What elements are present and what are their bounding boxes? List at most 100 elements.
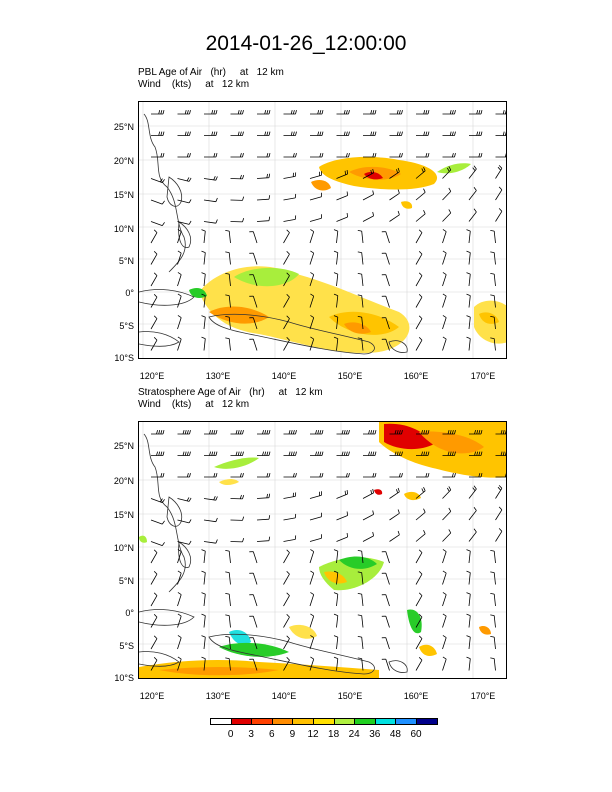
wind-barb (257, 429, 271, 435)
wind-barb (442, 293, 447, 308)
wind-barb (357, 636, 364, 650)
pbl-patch-small (401, 201, 413, 209)
wind-barb (333, 656, 339, 671)
wind-barb (309, 336, 315, 351)
wind-barb (442, 131, 456, 136)
wind-barb (177, 519, 192, 524)
wind-barb (150, 294, 158, 308)
wind-barb (415, 188, 426, 201)
pbl-plume-north-max (364, 171, 383, 180)
pbl-plume-se (329, 311, 399, 335)
wind-barb (225, 550, 231, 564)
colorbar-box (271, 718, 294, 725)
wind-barb (415, 549, 423, 564)
colorbar-label: 6 (269, 729, 275, 740)
wind-barb (150, 541, 165, 546)
wind-barb (466, 272, 471, 287)
wind-barb (495, 473, 506, 478)
wind-barb (442, 187, 452, 201)
colorbar-box (292, 718, 314, 725)
wind-barb (415, 294, 423, 308)
wind-barb (490, 636, 496, 650)
wind-barb (225, 636, 231, 650)
wind-barb (177, 293, 182, 308)
wind-barb (357, 550, 364, 564)
wind-barb (466, 315, 471, 330)
pbl-plume-ne (437, 163, 471, 174)
wind-barb (389, 429, 403, 435)
wind-barb (333, 272, 339, 287)
figure-title: 2014-01-26_12:00:00 (205, 32, 407, 55)
wind-barb (177, 229, 182, 244)
wind-barb (225, 251, 231, 265)
y-tick-15n: 15°N (113, 190, 134, 200)
wind-barb (495, 208, 503, 222)
strat-plume-ne-red (384, 423, 434, 450)
wind-barb (389, 167, 400, 179)
colorbar-box (354, 718, 376, 725)
wind-barb (283, 152, 297, 158)
stratosphere-map-svg (139, 422, 506, 678)
wind-barb (283, 657, 290, 671)
wind-barb (309, 171, 322, 179)
wind-barb (257, 472, 271, 478)
wind-barb (283, 614, 290, 628)
wind-barb (283, 315, 290, 330)
wind-barb (204, 472, 218, 478)
wind-barb (201, 613, 206, 628)
wind-barb (495, 451, 506, 456)
wind-barb (415, 635, 423, 650)
wind-barb (362, 190, 374, 201)
y-tick-0: 0° (125, 608, 134, 618)
wind-barb (150, 592, 158, 607)
wind-barb (283, 492, 297, 499)
wind-barb (336, 131, 350, 136)
wind-barb (177, 199, 192, 204)
wind-barb (151, 429, 165, 435)
colorbar-label: 48 (389, 729, 401, 740)
wind-barb (177, 131, 191, 136)
wind-barb (466, 293, 471, 308)
wind-barb (151, 472, 165, 478)
wind-barb (257, 451, 271, 456)
y-tick-20n: 20°N (113, 156, 134, 166)
wind-barb (469, 451, 483, 456)
wind-barb (389, 530, 400, 542)
wind-barb (495, 506, 503, 521)
wind-barb (333, 250, 339, 265)
strat-streak-nw2 (219, 479, 239, 485)
wind-barb (442, 613, 447, 628)
wind-barb (309, 491, 322, 499)
wind-barb (201, 592, 206, 607)
wind-barb (333, 229, 339, 244)
wind-barb (230, 516, 245, 521)
wind-barb (309, 192, 322, 201)
wind-barb (490, 337, 496, 351)
wind-barb (490, 593, 496, 607)
wind-barb (257, 131, 271, 136)
wind-barb (201, 272, 206, 287)
wind-barb (336, 109, 350, 115)
wind-barb (225, 230, 231, 244)
wind-barb (442, 472, 456, 478)
wind-barb (495, 153, 506, 158)
wind-barb (469, 131, 483, 136)
wind-barb (357, 230, 364, 244)
wind-barb (363, 109, 377, 115)
wind-barb (415, 592, 423, 607)
wind-barb (177, 250, 182, 265)
wind-barb (256, 216, 271, 222)
map-panel-stratosphere (138, 421, 507, 679)
wind-barb (381, 551, 390, 564)
wind-barb (389, 210, 400, 222)
wind-barb (381, 572, 390, 585)
wind-barb (495, 485, 503, 499)
wind-barb (363, 152, 377, 158)
wind-barb (442, 109, 456, 115)
wind-barb (442, 336, 447, 351)
wind-barb (249, 317, 258, 330)
wind-barb (466, 336, 471, 351)
wind-barb (490, 251, 496, 265)
wind-barb (495, 165, 503, 179)
strat-patch-yellow-south (289, 624, 317, 639)
